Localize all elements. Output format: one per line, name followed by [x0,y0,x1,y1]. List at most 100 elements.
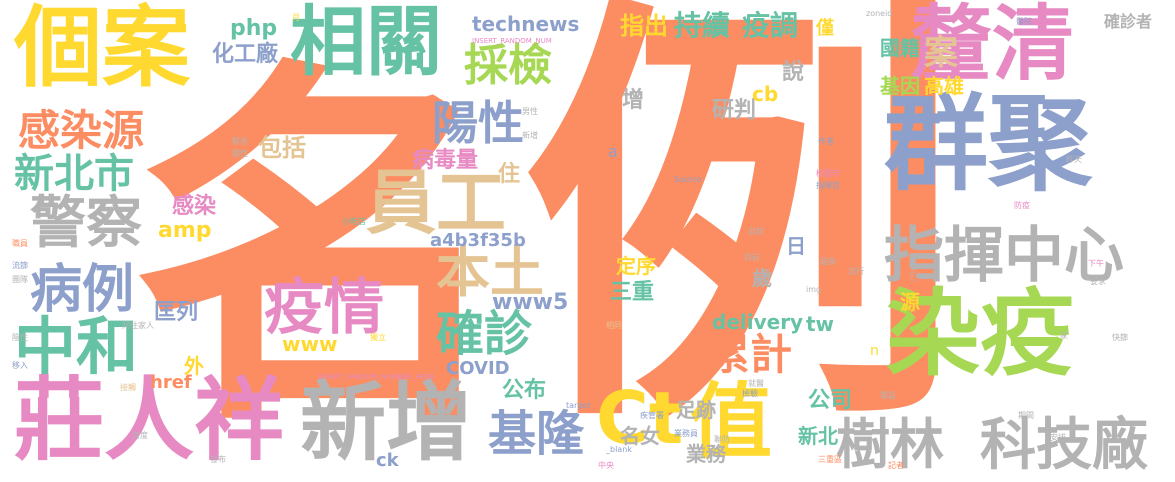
word-sanchong: 三重 [610,280,655,305]
word-source: Source [674,175,702,184]
word-img: img [806,285,822,294]
word-kuaishai: 快篩 [1112,333,1128,342]
word-zhi: 值 [690,375,773,470]
word-xiaochidian: 小吃店 [342,217,366,226]
word-zhuangrenxiang: 莊人祥 [14,368,284,473]
word-chixu: 持續 [674,9,731,42]
word-covid: COVID [446,358,510,379]
word-cb: cb [752,82,779,106]
word-zhihuiguan: 指揮官 [816,181,840,190]
word-tongzhujiaren: 同住家人 [122,321,154,330]
word-yangxing: 陽性 [432,96,524,150]
word-li: 例 [522,0,962,476]
word-gaoxiong: 高雄 [924,74,964,98]
word-fangyi: 防疫 [1014,201,1030,210]
word-taoyuanshi: 桃園市 [816,169,840,178]
word-zhihuizhongxin: 指揮中心 [884,221,1124,291]
word-kuanglie: 匡列 [154,300,199,325]
word-zeng: 增 [622,88,645,113]
word-gao: 高 [900,266,920,290]
word-yaoqiu: 要求 [1090,277,1106,286]
word-tuandui: 團隊 [12,275,28,284]
word-insert-random-num: INSERT_RANDOM_NUM [472,37,552,45]
word-quezhen: 確診 [436,306,533,362]
word-liuxing: 流行 [848,267,864,276]
word-nanxing: 男性 [522,107,538,116]
word-liushai: 流篩 [12,261,28,270]
word-sui: 歲 [752,266,772,290]
word-delivery: delivery [712,310,804,334]
word-blank: _blank [606,445,632,454]
word-shuo: 說 [782,60,805,85]
word-zhiyuan: 職員 [12,239,28,248]
word-dingxu: 定序 [616,254,656,278]
word-yanpan: 研判 [712,98,757,123]
word-chaoshang: 超商 [820,257,836,266]
word-zhonghe: 中和 [14,310,139,383]
word-jin: 僅 [816,18,834,39]
word-yidiao: 疫調 [742,9,799,42]
word-zuozhe: 作者 [818,137,834,146]
word-xinbeishi: 新北市 [14,151,134,197]
word-fabu: 發布 [210,455,226,464]
word-kejichang: 科技廠 [980,413,1148,478]
word-yiru: 移入 [12,361,28,370]
word-zuji: 足跡 [676,398,716,422]
word-ganranyuan: 感染源 [18,106,145,155]
word-bingduliang: 病毒量 [412,148,479,173]
word-jia: 家 [1060,331,1068,340]
word-ct: Ct [596,376,684,460]
word-technews: technews [472,12,580,36]
word-yewuyuan: 業務員 [674,429,698,438]
word-target: target [566,401,591,410]
word-xiangguan: 相關 [290,0,442,86]
word-jiechu: 接觸 [120,383,136,392]
word-a4b3f35b: a4b3f35b [430,230,526,251]
word-ming: 名 [132,32,510,472]
word-gongbu: 公布 [502,378,547,403]
word-php: php [230,16,278,41]
word-tw: tw [806,312,835,336]
word-shulin: 樹林 [836,413,944,476]
word-jinji: 緊急 [232,137,248,146]
word-zhongyang: 中央 [598,461,614,470]
word-amp: amp [158,218,212,243]
word-liqing: 釐清 [910,0,1075,92]
word-lianfang: 聯防 [714,435,730,444]
word-yewu: 業務 [686,442,726,466]
word-leiji: 累計 [708,330,793,379]
word-muqian: 目前 [744,253,760,262]
word-jiyin: 基因 [880,74,920,98]
word-yiyuan: 醫院 [1016,17,1032,26]
word-a: a [608,142,618,161]
word-qunju: 群聚 [884,83,1093,205]
word-n: n [870,343,879,359]
word-bingli: 病例 [30,260,135,320]
word-ck: ck [376,450,399,471]
word-www: www [282,332,338,356]
word-zuotian: 昨天 [1066,155,1082,164]
word-sanchongqu: 三重區 [818,455,842,464]
word-yue: 月 [292,13,300,22]
word-xinbei: 新北 [798,424,838,448]
word-www5: www5 [492,290,569,315]
word-guoji: 國籍 [880,36,920,60]
word-jizhe: 記者 [888,461,904,470]
word-zhu: 住 [498,162,521,187]
word-yi: 以 [910,97,918,106]
word-insert-random-number-here: INSERT_RANDOM_NUMBER_HERE [318,373,435,381]
word-caijian: 採檢 [464,40,552,91]
word-jianyan: 檢驗 [742,389,758,398]
word-zhichu: 指出 [620,12,668,40]
word-bentu: 本土 [436,241,544,304]
word-huagongchang: 化工廠 [212,42,279,67]
word-quezhenzhe: 確診者 [1104,12,1153,31]
word-xinzeng: 新增 [300,373,472,473]
word-ri: 日 [786,234,806,258]
word-zoneid: zoneid [866,9,893,18]
word-duli: 獨立 [370,333,386,342]
word-xiangtong: 相同 [606,321,622,330]
word-mingnv: 名女 [620,424,660,448]
word-shoudu: 首度 [132,431,148,440]
